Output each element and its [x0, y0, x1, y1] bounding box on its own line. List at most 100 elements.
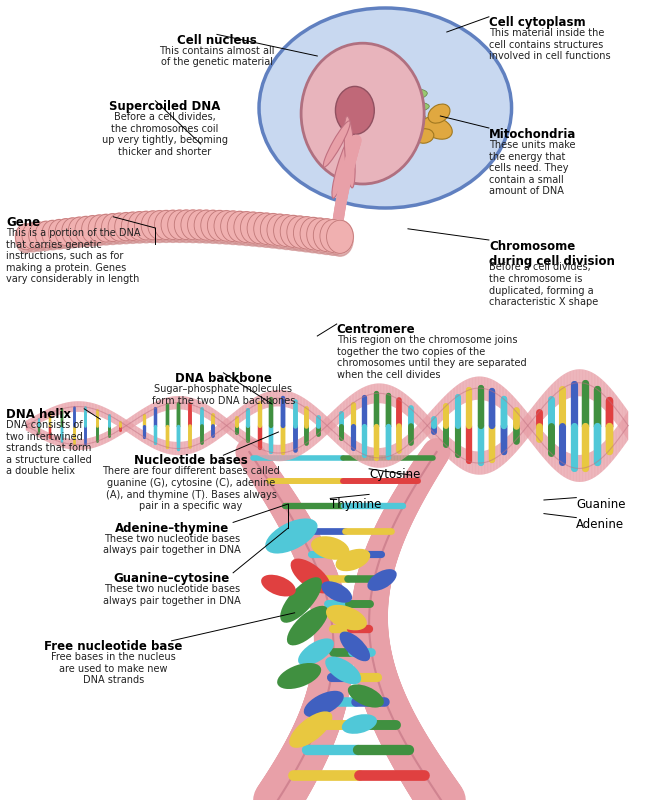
Polygon shape: [52, 434, 53, 444]
Polygon shape: [416, 403, 417, 426]
Polygon shape: [121, 422, 122, 435]
Polygon shape: [401, 439, 402, 460]
Polygon shape: [575, 454, 576, 482]
Polygon shape: [456, 443, 457, 466]
Polygon shape: [530, 409, 531, 435]
Polygon shape: [594, 450, 595, 478]
Polygon shape: [417, 404, 418, 426]
Polygon shape: [39, 414, 40, 423]
Polygon shape: [240, 429, 241, 445]
Polygon shape: [495, 381, 496, 406]
Polygon shape: [27, 422, 28, 432]
Polygon shape: [36, 414, 37, 425]
Polygon shape: [483, 451, 484, 474]
Polygon shape: [587, 370, 588, 398]
Polygon shape: [433, 421, 434, 443]
Polygon shape: [204, 434, 205, 449]
Polygon shape: [28, 422, 29, 432]
Polygon shape: [475, 377, 476, 400]
Polygon shape: [133, 424, 134, 437]
Polygon shape: [454, 387, 455, 410]
Ellipse shape: [289, 711, 332, 748]
Polygon shape: [118, 424, 120, 436]
Polygon shape: [138, 411, 139, 424]
Polygon shape: [479, 377, 480, 400]
Polygon shape: [275, 445, 276, 461]
Polygon shape: [63, 403, 64, 414]
Polygon shape: [196, 399, 197, 414]
Ellipse shape: [344, 121, 356, 132]
Polygon shape: [70, 402, 71, 412]
Polygon shape: [135, 426, 136, 438]
Polygon shape: [184, 396, 185, 410]
Polygon shape: [457, 443, 458, 466]
Polygon shape: [129, 422, 130, 434]
Polygon shape: [358, 442, 359, 462]
Polygon shape: [307, 434, 308, 451]
Polygon shape: [535, 422, 536, 448]
Polygon shape: [83, 439, 84, 450]
Polygon shape: [393, 386, 394, 407]
Ellipse shape: [301, 43, 424, 184]
Polygon shape: [589, 371, 590, 398]
Polygon shape: [188, 440, 189, 454]
Polygon shape: [444, 396, 445, 418]
Polygon shape: [64, 438, 65, 448]
Circle shape: [281, 219, 306, 250]
Text: Cytosine: Cytosine: [369, 468, 421, 481]
Polygon shape: [601, 378, 602, 407]
Polygon shape: [505, 388, 506, 414]
Text: Supercoiled DNA: Supercoiled DNA: [109, 100, 221, 113]
Polygon shape: [53, 406, 54, 417]
Polygon shape: [394, 444, 395, 465]
Text: Nucleotide bases: Nucleotide bases: [134, 454, 248, 467]
Circle shape: [188, 214, 211, 242]
Polygon shape: [524, 417, 525, 442]
Polygon shape: [71, 402, 72, 412]
Polygon shape: [298, 394, 299, 412]
Polygon shape: [583, 370, 584, 397]
Polygon shape: [569, 371, 570, 398]
Text: DNA helix: DNA helix: [6, 408, 72, 421]
Circle shape: [55, 222, 77, 249]
Text: DNA backbone: DNA backbone: [175, 372, 272, 385]
Polygon shape: [31, 418, 32, 427]
Polygon shape: [198, 437, 200, 451]
Text: Free bases in the nucleus
are used to make new
DNA strands: Free bases in the nucleus are used to ma…: [51, 652, 176, 685]
Polygon shape: [442, 430, 443, 453]
Polygon shape: [285, 444, 286, 461]
Polygon shape: [34, 416, 35, 426]
Polygon shape: [335, 408, 337, 426]
Polygon shape: [627, 411, 628, 441]
Polygon shape: [240, 406, 241, 422]
Polygon shape: [476, 451, 477, 474]
Polygon shape: [424, 412, 425, 434]
Polygon shape: [245, 432, 246, 448]
Polygon shape: [452, 388, 453, 411]
Polygon shape: [431, 410, 432, 433]
Polygon shape: [458, 445, 460, 467]
Polygon shape: [211, 430, 212, 444]
Circle shape: [168, 210, 192, 239]
Polygon shape: [395, 387, 396, 408]
Polygon shape: [288, 391, 289, 408]
Polygon shape: [509, 392, 510, 417]
Polygon shape: [491, 448, 493, 472]
Polygon shape: [319, 423, 320, 442]
Polygon shape: [415, 426, 416, 449]
Polygon shape: [312, 404, 313, 422]
Polygon shape: [377, 448, 378, 468]
Polygon shape: [616, 427, 617, 456]
Polygon shape: [603, 381, 604, 409]
Polygon shape: [368, 446, 369, 466]
Polygon shape: [207, 432, 208, 446]
Polygon shape: [66, 402, 68, 413]
Polygon shape: [159, 438, 160, 451]
Circle shape: [115, 216, 137, 244]
Polygon shape: [534, 421, 535, 447]
Polygon shape: [227, 418, 228, 434]
Circle shape: [114, 213, 138, 241]
Ellipse shape: [376, 102, 429, 114]
Polygon shape: [273, 390, 274, 406]
Polygon shape: [209, 430, 210, 446]
